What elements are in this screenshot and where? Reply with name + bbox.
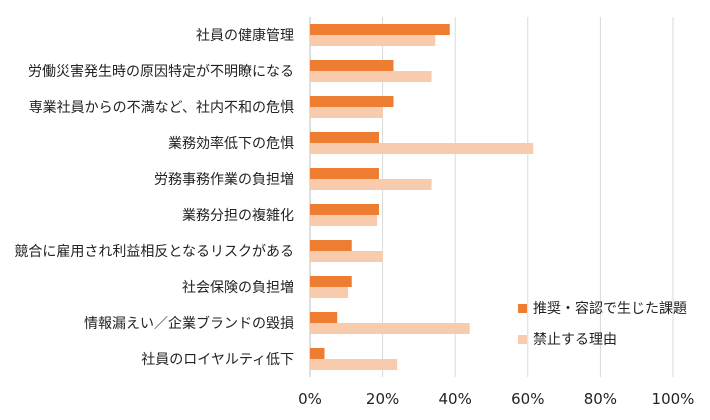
category-label: 競合に雇用され利益相反となるリスクがある (14, 243, 294, 260)
category-label: 労働災害発生時の原因特定が不明瞭になる (28, 64, 294, 80)
category-label: 業務効率低下の危惧 (168, 135, 294, 152)
category-label: 労務事務作業の負担増 (154, 172, 294, 188)
legend-swatch (518, 335, 527, 344)
bar (310, 359, 398, 370)
bar (310, 287, 349, 298)
bar (310, 24, 450, 35)
legend-label: 禁止する理由 (533, 332, 617, 348)
bar (310, 96, 394, 107)
bar (310, 240, 352, 251)
bar (310, 35, 436, 46)
x-tick-label: 40% (439, 390, 472, 408)
bar (310, 60, 394, 71)
x-tick-label: 80% (584, 390, 617, 408)
bar (310, 215, 378, 226)
bar (310, 107, 383, 118)
category-label: 社員のロイヤルティ低下 (141, 352, 294, 368)
bar (310, 204, 379, 215)
category-labels: 社員の健康管理労働災害発生時の原因特定が不明瞭になる専業社員からの不満など、社内… (14, 27, 294, 368)
x-tick-label: 0% (298, 390, 322, 408)
bar (310, 348, 325, 359)
legend-swatch (518, 304, 527, 313)
bar (310, 168, 379, 179)
category-label: 社員の健康管理 (196, 27, 294, 44)
bar (310, 71, 432, 82)
category-label: 社会保険の負担増 (182, 280, 294, 296)
bar (310, 251, 383, 262)
bar (310, 179, 432, 190)
x-tick-label: 100% (652, 390, 695, 408)
bar (310, 143, 534, 154)
bar (310, 132, 379, 143)
bar (310, 323, 470, 334)
category-label: 専業社員からの不満など、社内不和の危惧 (29, 100, 294, 116)
legend-label: 推奨・容認で生じた課題 (533, 300, 687, 317)
bar (310, 312, 338, 323)
bars (310, 24, 534, 370)
bar (310, 276, 352, 287)
x-tick-labels: 0% 20% 40% 60% 80% 100% (298, 390, 694, 408)
x-tick-label: 60% (511, 390, 544, 408)
category-label: 情報漏えい／企業ブランドの毀損 (84, 315, 294, 332)
category-label: 業務分担の複雑化 (182, 207, 294, 224)
x-tick-label: 20% (366, 390, 399, 408)
